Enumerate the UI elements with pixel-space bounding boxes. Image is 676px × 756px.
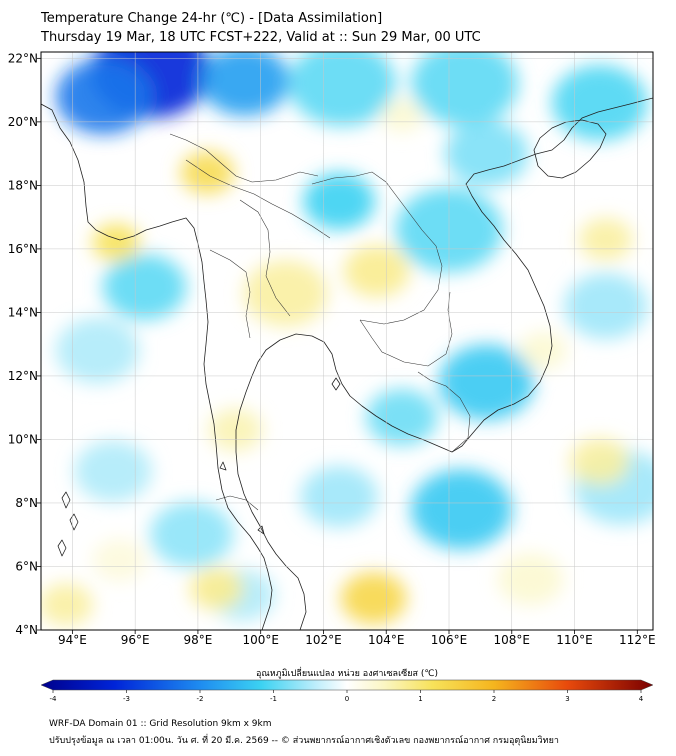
field-blob-3 <box>288 52 396 127</box>
x-tick-label: 96°E <box>121 633 150 647</box>
y-tick-label: 4°N <box>15 623 38 637</box>
field-blob-1 <box>56 58 152 135</box>
y-tick-label: 8°N <box>15 496 38 510</box>
y-tick-label: 20°N <box>8 115 38 129</box>
field-blob-9 <box>102 254 187 320</box>
colorbar-title: อุณหภูมิเปลี่ยนแปลง หน่วย องศาเซลเซียส (… <box>256 666 438 679</box>
x-tick-label: 110°E <box>556 633 593 647</box>
country-borders <box>169 133 471 511</box>
field-blob-8 <box>444 120 529 187</box>
x-tick-label: 106°E <box>431 633 468 647</box>
field-blob-2 <box>200 52 290 116</box>
temperature-field <box>41 52 653 626</box>
field-blob-32 <box>381 99 423 132</box>
x-tick-label: 108°E <box>494 633 531 647</box>
field-blob-19 <box>564 273 648 340</box>
x-tick-label: 102°E <box>305 633 342 647</box>
hainan-island <box>533 119 607 179</box>
field-blob-24 <box>340 572 407 625</box>
gulf-islands <box>219 377 341 535</box>
map-title: Temperature Change 24-hr (℃) - [Data Ass… <box>41 11 383 26</box>
field-blob-26 <box>41 583 93 626</box>
mainland-coastline <box>41 103 273 630</box>
x-tick-label: 104°E <box>368 633 405 647</box>
colorbar-ticks: -4 -3 -2 -1 0 1 2 3 4 <box>50 690 644 703</box>
field-blob-30 <box>519 331 568 370</box>
colorbar: -4 -3 -2 -1 0 1 2 3 4 <box>40 679 654 703</box>
colorbar-tick-label: -3 <box>123 695 130 703</box>
y-tick-label: 18°N <box>8 178 38 192</box>
field-blob-20 <box>180 151 235 194</box>
y-tick-label: 12°N <box>8 369 38 383</box>
x-tick-label: 98°E <box>183 633 212 647</box>
y-tick-label: 22°N <box>8 51 38 65</box>
y-tick-label: 10°N <box>8 432 38 446</box>
field-blob-6 <box>303 173 375 230</box>
colorbar-tick-label: 4 <box>639 695 644 703</box>
gulf-coastline <box>235 97 653 630</box>
y-tick-label: 6°N <box>15 559 38 573</box>
colorbar-tick-label: -1 <box>270 695 277 703</box>
field-blob-23 <box>344 245 410 298</box>
andaman-islands <box>57 491 79 557</box>
field-blob-15 <box>149 501 234 568</box>
field-blob-11 <box>438 344 535 420</box>
y-tick-label: 14°N <box>8 305 38 319</box>
coastlines <box>41 97 653 630</box>
colorbar-tick-label: 0 <box>345 695 349 703</box>
field-blob-21 <box>92 223 141 262</box>
x-tick-label: 94°E <box>58 633 87 647</box>
colorbar-tick-label: 3 <box>565 695 569 703</box>
field-blob-22 <box>244 260 328 327</box>
colorbar-ramp <box>40 679 654 691</box>
footer-model-info: WRF-DA Domain 01 :: Grid Resolution 9km … <box>49 719 272 729</box>
field-blob-29 <box>208 408 263 452</box>
field-blob-31 <box>497 553 564 606</box>
map-frame <box>40 51 654 631</box>
x-tick-label: 100°E <box>242 633 279 647</box>
field-blob-12 <box>366 388 438 446</box>
axis-ticks: 94°E 96°E 98°E 100°E 102°E 104°E 106°E 108°E 110… <box>8 51 656 647</box>
gridlines <box>41 52 653 630</box>
field-blob-33 <box>92 538 147 582</box>
colorbar-tick-label: 2 <box>492 695 496 703</box>
field-blob-25 <box>189 567 244 610</box>
field-blob-13 <box>410 469 513 550</box>
colorbar-tick-label: -2 <box>197 695 204 703</box>
colorbar-tick-label: 1 <box>418 695 422 703</box>
colorbar-tick-label: -4 <box>50 695 58 703</box>
field-blob-4 <box>411 52 519 127</box>
map-subtitle: Thursday 19 Mar, 18 UTC FCST+222, Valid … <box>41 30 481 45</box>
field-blob-16 <box>74 440 152 502</box>
field-blob-27 <box>569 438 630 486</box>
field-blob-14 <box>300 466 378 528</box>
field-blob-10 <box>55 317 140 384</box>
footer-credits: ปรับปรุงข้อมูล ณ เวลา 01:00น. วัน ศ. ที่… <box>49 736 559 746</box>
y-tick-label: 16°N <box>8 242 38 256</box>
field-blob-28 <box>579 218 633 261</box>
x-tick-label: 112°E <box>619 633 656 647</box>
